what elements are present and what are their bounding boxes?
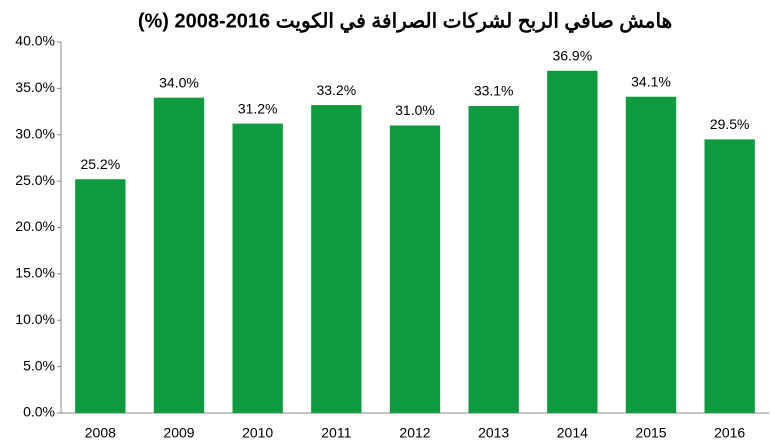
y-tick-label: 30.0% <box>15 125 55 141</box>
y-tick-label: 35.0% <box>15 79 55 95</box>
bar <box>311 105 362 413</box>
value-label: 29.5% <box>710 116 750 132</box>
y-tick-label: 10.0% <box>15 311 55 327</box>
bar <box>153 97 205 414</box>
x-tick-label: 2012 <box>399 425 430 441</box>
value-label: 33.1% <box>474 83 514 99</box>
value-label: 25.2% <box>80 156 120 172</box>
bar <box>704 139 755 413</box>
y-tick-label: 0.0% <box>23 404 55 420</box>
x-tick-label: 2010 <box>242 425 273 441</box>
x-tick-label: 2016 <box>714 425 745 441</box>
x-tick-label: 2014 <box>557 425 588 441</box>
y-tick-label: 25.0% <box>15 172 55 188</box>
bar <box>468 105 519 413</box>
value-label: 31.2% <box>238 100 278 116</box>
value-label: 34.0% <box>159 74 199 90</box>
bar <box>547 70 598 413</box>
x-tick-label: 2008 <box>85 425 116 441</box>
value-label: 33.2% <box>316 82 356 98</box>
x-tick-label: 2015 <box>635 425 666 441</box>
chart-title: هامش صافي الربح لشركات الصرافة في الكويت… <box>138 10 672 33</box>
bar <box>389 125 441 413</box>
value-label: 31.0% <box>395 102 435 118</box>
x-tick-label: 2009 <box>163 425 194 441</box>
bar <box>232 123 283 414</box>
value-label: 34.1% <box>631 73 671 89</box>
y-tick-label: 5.0% <box>23 357 55 373</box>
value-label: 36.9% <box>552 47 592 63</box>
y-tick-label: 15.0% <box>15 265 55 281</box>
bar <box>625 96 677 413</box>
bar <box>75 179 126 413</box>
y-tick-label: 20.0% <box>15 218 55 234</box>
y-tick-label: 40.0% <box>15 33 55 49</box>
x-tick-label: 2011 <box>321 425 351 441</box>
x-tick-label: 2013 <box>478 425 509 441</box>
